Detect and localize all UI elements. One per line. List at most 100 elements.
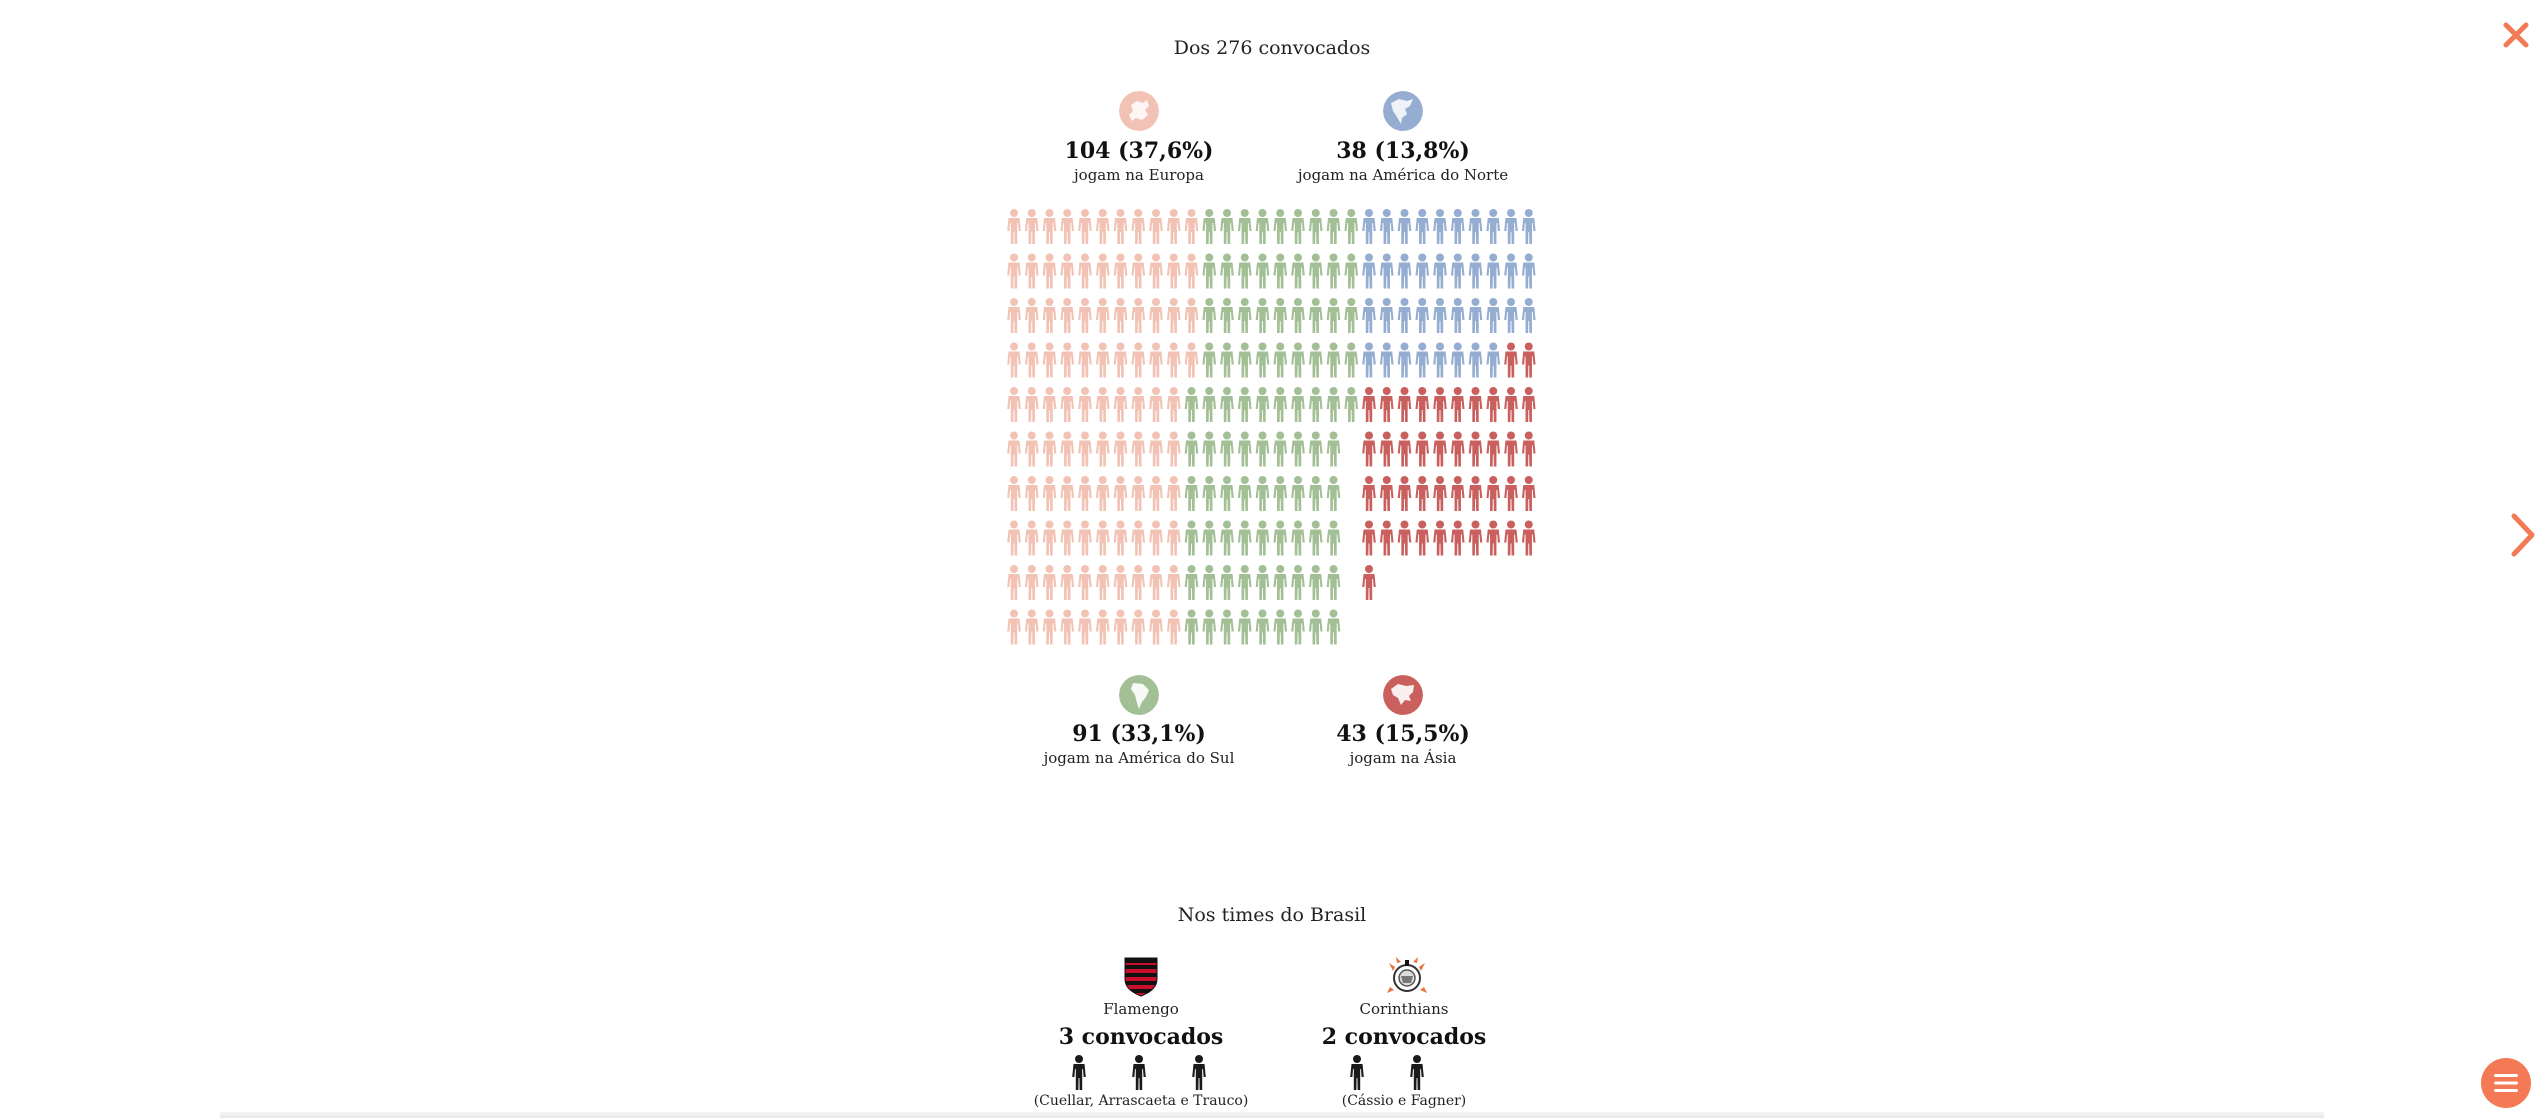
waffle-cell-north-america	[1415, 342, 1430, 378]
waffle-cell-south-america	[1326, 209, 1341, 244]
waffle-cell-south-america	[1326, 520, 1341, 556]
waffle-cell-south-america	[1326, 298, 1341, 333]
waffle-cell-europe	[1095, 476, 1110, 511]
waffle-cell-north-america	[1362, 298, 1376, 333]
waffle-cell-europe	[1184, 253, 1199, 289]
waffle-cell-north-america	[1450, 209, 1465, 244]
waffle-cell-europe	[1078, 342, 1092, 378]
waffle-cell-south-america	[1273, 253, 1288, 289]
menu-button[interactable]	[2481, 1058, 2531, 1108]
team-corinthians-players: (Cássio e Fagner)	[1341, 1093, 1467, 1109]
waffle-cell-asia	[1362, 431, 1376, 467]
waffle-cell-north-america	[1362, 209, 1376, 244]
waffle-cell-europe	[1095, 431, 1110, 467]
waffle-cell-europe	[1060, 476, 1075, 511]
waffle-cell-asia	[1450, 476, 1465, 511]
waffle-cell-south-america	[1308, 565, 1323, 600]
waffle-cell-asia	[1379, 387, 1394, 422]
waffle-cell-europe	[1024, 253, 1039, 289]
waffle-cell-asia	[1450, 387, 1465, 422]
waffle-cell-south-america	[1220, 565, 1234, 600]
waffle-cell-south-america	[1184, 387, 1199, 422]
waffle-cell-asia	[1362, 565, 1376, 600]
waffle-cell-europe	[1095, 298, 1110, 333]
stat-asia-desc: jogam na Ásia	[1349, 749, 1457, 767]
waffle-cell-asia	[1415, 520, 1430, 556]
waffle-cell-south-america	[1326, 342, 1341, 378]
waffle-cell-north-america	[1504, 298, 1518, 333]
waffle-cell-south-america	[1273, 520, 1288, 556]
waffle-cell-europe	[1024, 209, 1039, 244]
team-flamengo-name: Flamengo	[1103, 1000, 1179, 1018]
waffle-cell-europe	[1060, 253, 1075, 289]
waffle-cell-south-america	[1308, 342, 1323, 378]
waffle-cell-south-america	[1291, 342, 1305, 378]
waffle-cell-europe	[1042, 476, 1057, 511]
waffle-cell-north-america	[1468, 342, 1483, 378]
close-button[interactable]	[2501, 20, 2531, 50]
waffle-cell-asia	[1397, 431, 1412, 467]
corinthians-player-icon	[1350, 1055, 1364, 1090]
waffle-cell-south-america	[1237, 253, 1252, 289]
waffle-cell-europe	[1149, 209, 1163, 244]
waffle-cell-south-america	[1326, 431, 1341, 467]
flamengo-player-icon	[1132, 1055, 1146, 1090]
waffle-cell-asia	[1486, 520, 1501, 556]
europe-map-icon	[1119, 91, 1159, 131]
waffle-cell-north-america	[1415, 209, 1430, 244]
waffle-cell-south-america	[1202, 520, 1217, 556]
team-corinthians-players-icons	[1346, 1054, 1462, 1090]
waffle-cell-south-america	[1237, 609, 1252, 645]
waffle-cell-asia	[1504, 342, 1518, 378]
team-flamengo-players-icons	[1068, 1054, 1214, 1090]
waffle-cell-europe	[1007, 476, 1021, 511]
waffle-cell-europe	[1078, 520, 1092, 556]
waffle-cell-europe	[1131, 387, 1146, 422]
waffle-cell-north-america	[1450, 342, 1465, 378]
waffle-cell-south-america	[1273, 565, 1288, 600]
waffle-cell-south-america	[1220, 520, 1234, 556]
waffle-cell-europe	[1078, 565, 1092, 600]
waffle-cell-europe	[1149, 298, 1163, 333]
waffle-cell-europe	[1095, 387, 1110, 422]
team-flamengo-players: (Cuellar, Arrascaeta e Trauco)	[1033, 1093, 1249, 1109]
waffle-cell-asia	[1521, 520, 1536, 556]
waffle-cell-europe	[1166, 298, 1181, 333]
waffle-cell-south-america	[1308, 476, 1323, 511]
stat-north-america	[1383, 91, 1423, 131]
waffle-cell-south-america	[1202, 431, 1217, 467]
waffle-cell-south-america	[1291, 476, 1305, 511]
waffle-cell-europe	[1007, 431, 1021, 467]
waffle-cell-south-america	[1291, 609, 1305, 645]
waffle-cell-north-america	[1433, 209, 1447, 244]
waffle-chart	[1007, 209, 1536, 645]
waffle-cell-europe	[1024, 476, 1039, 511]
waffle-cell-europe	[1166, 565, 1181, 600]
waffle-cell-south-america	[1291, 387, 1305, 422]
team-flamengo-count: 3 convocados	[1058, 1024, 1224, 1050]
waffle-cell-south-america	[1237, 476, 1252, 511]
waffle-cell-south-america	[1344, 253, 1359, 289]
waffle-cell-europe	[1166, 342, 1181, 378]
waffle-cell-asia	[1521, 431, 1536, 467]
waffle-cell-europe	[1131, 253, 1146, 289]
next-button[interactable]	[2508, 510, 2538, 560]
waffle-cell-asia	[1468, 520, 1483, 556]
waffle-cell-asia	[1468, 476, 1483, 511]
waffle-cell-south-america	[1255, 253, 1270, 289]
waffle-cell-south-america	[1308, 253, 1323, 289]
waffle-cell-asia	[1433, 387, 1447, 422]
waffle-cell-south-america	[1273, 431, 1288, 467]
waffle-cell-south-america	[1255, 387, 1270, 422]
waffle-cell-europe	[1042, 431, 1057, 467]
waffle-cell-europe	[1060, 431, 1075, 467]
waffle-cell-north-america	[1433, 298, 1447, 333]
waffle-cell-south-america	[1273, 476, 1288, 511]
waffle-cell-asia	[1504, 387, 1518, 422]
waffle-cell-europe	[1149, 609, 1163, 645]
waffle-cell-south-america	[1202, 253, 1217, 289]
waffle-cell-south-america	[1184, 476, 1199, 511]
waffle-cell-europe	[1024, 565, 1039, 600]
waffle-cell-south-america	[1291, 565, 1305, 600]
waffle-cell-europe	[1024, 609, 1039, 645]
